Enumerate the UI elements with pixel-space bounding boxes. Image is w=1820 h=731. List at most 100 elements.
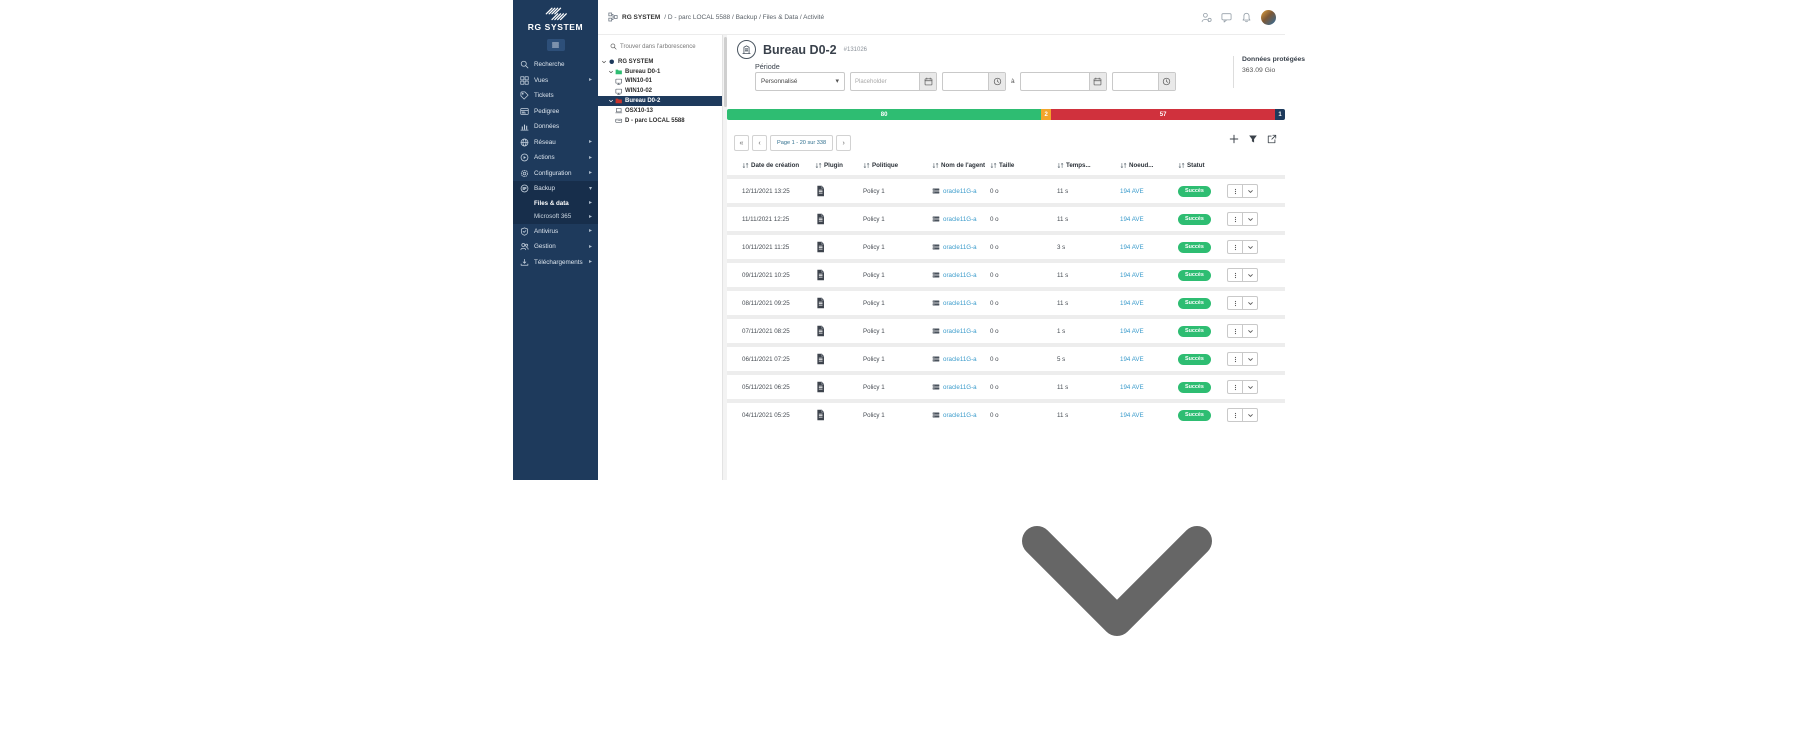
agent-link[interactable]: oracle11G-a bbox=[943, 299, 977, 307]
elapsed-time-cell: 5 s bbox=[1057, 355, 1066, 363]
storage-node-link[interactable]: 194 AVE bbox=[1120, 187, 1144, 195]
row-expand-button[interactable] bbox=[1242, 184, 1258, 198]
sidebar-item-actions[interactable]: Actions ▸ bbox=[513, 150, 598, 166]
period-select[interactable]: Personnalisé ▾ bbox=[755, 72, 845, 91]
column-header-taille[interactable]: Taille bbox=[990, 162, 1057, 169]
scrollbar-thumb[interactable] bbox=[724, 37, 727, 107]
sidebar-item-r-seau[interactable]: Réseau ▸ bbox=[513, 135, 598, 151]
row-expand-button[interactable] bbox=[1242, 408, 1258, 422]
agent-link[interactable]: oracle11G-a bbox=[943, 187, 977, 195]
sidebar-item-vues[interactable]: Vues ▸ bbox=[513, 73, 598, 89]
row-expand-button[interactable] bbox=[1242, 380, 1258, 394]
sidebar-item-tickets[interactable]: Tickets bbox=[513, 88, 598, 104]
storage-node-link[interactable]: 194 AVE bbox=[1120, 383, 1144, 391]
row-menu-button[interactable] bbox=[1227, 324, 1243, 338]
agent-link[interactable]: oracle11G-a bbox=[943, 327, 977, 335]
tree-node-bureau-d0-1[interactable]: Bureau D0-1 bbox=[598, 67, 722, 77]
agent-link[interactable]: oracle11G-a bbox=[943, 271, 977, 279]
agent-link[interactable]: oracle11G-a bbox=[943, 411, 977, 419]
site-reference: #131026 bbox=[843, 46, 867, 53]
column-header-nom-de-l-agent[interactable]: Nom de l'agent bbox=[932, 162, 990, 169]
user-avatar[interactable] bbox=[1261, 9, 1276, 25]
storage-node-link[interactable]: 194 AVE bbox=[1120, 215, 1144, 223]
table-row: 12/11/2021 13:25 Policy 1 oracle11G-a 0 o 11… bbox=[727, 179, 1285, 203]
start-date-calendar-button[interactable] bbox=[919, 73, 936, 90]
row-menu-button[interactable] bbox=[1227, 184, 1243, 198]
storage-node-link[interactable]: 194 AVE bbox=[1120, 299, 1144, 307]
agent-link[interactable]: oracle11G-a bbox=[943, 355, 977, 363]
start-date-input[interactable]: Placeholder bbox=[855, 78, 887, 85]
sidebar-item-t-l-chargements[interactable]: Téléchargements ▸ bbox=[513, 255, 598, 271]
end-time-input[interactable] bbox=[1113, 73, 1158, 90]
tree-node-bureau-d0-2[interactable]: Bureau D0-2 bbox=[598, 96, 722, 106]
add-icon[interactable] bbox=[1229, 134, 1239, 144]
file-plugin-icon bbox=[815, 325, 826, 337]
row-expand-button[interactable] bbox=[1242, 268, 1258, 282]
agent-link[interactable]: oracle11G-a bbox=[943, 243, 977, 251]
size-cell: 0 o bbox=[990, 355, 999, 363]
admin-user-icon[interactable] bbox=[1201, 12, 1212, 23]
row-expand-button[interactable] bbox=[1242, 352, 1258, 366]
sidebar-item-recherche[interactable]: Recherche bbox=[513, 57, 598, 73]
row-expand-button[interactable] bbox=[1242, 240, 1258, 254]
sidebar-item-donn-es[interactable]: Données bbox=[513, 119, 598, 135]
sidebar-collapse-button[interactable] bbox=[546, 39, 565, 51]
end-date-input[interactable] bbox=[1021, 73, 1089, 90]
prev-page-button[interactable]: ‹ bbox=[752, 135, 767, 151]
breadcrumb[interactable]: RG SYSTEM / D - parc LOCAL 5588 / Backup… bbox=[608, 12, 824, 22]
sidebar-item-backup[interactable]: Backup ▾ bbox=[513, 181, 598, 197]
tree-search-input[interactable]: Trouver dans l'arborescence bbox=[610, 43, 718, 50]
storage-node-link[interactable]: 194 AVE bbox=[1120, 411, 1144, 419]
agent-link[interactable]: oracle11G-a bbox=[943, 215, 977, 223]
end-date-calendar-button[interactable] bbox=[1088, 73, 1106, 90]
row-menu-button[interactable] bbox=[1227, 212, 1243, 226]
bell-icon[interactable] bbox=[1241, 12, 1252, 23]
row-menu-button[interactable] bbox=[1227, 268, 1243, 282]
start-time-input[interactable] bbox=[943, 73, 988, 90]
first-page-button[interactable]: « bbox=[734, 135, 749, 151]
row-expand-button[interactable] bbox=[1242, 296, 1258, 310]
row-menu-button[interactable] bbox=[1227, 380, 1243, 394]
row-menu-button[interactable] bbox=[1227, 296, 1243, 310]
tree-node-osx10-13[interactable]: OSX10-13 bbox=[598, 106, 722, 116]
sidebar-item-pedigree[interactable]: Pedigree bbox=[513, 104, 598, 120]
chat-icon[interactable] bbox=[1221, 12, 1232, 23]
sidebar-subitem-microsoft-365[interactable]: Microsoft 365 ▸ bbox=[513, 210, 598, 224]
start-time-clock-button[interactable] bbox=[988, 73, 1005, 90]
column-header-plugin[interactable]: Plugin bbox=[815, 162, 863, 169]
row-expand-button[interactable] bbox=[1242, 324, 1258, 338]
storage-node-link[interactable]: 194 AVE bbox=[1120, 327, 1144, 335]
sidebar-item-configuration[interactable]: Configuration ▸ bbox=[513, 166, 598, 182]
tree-node-win10-01[interactable]: WIN10-01 bbox=[598, 77, 722, 87]
tree-scrollbar[interactable] bbox=[722, 35, 727, 480]
status-badge: Succès bbox=[1178, 325, 1211, 337]
column-header-date-de-cr-ation[interactable]: Date de création bbox=[742, 162, 815, 169]
end-time-clock-button[interactable] bbox=[1157, 73, 1175, 90]
storage-node-cell: 194 AVE bbox=[1120, 328, 1178, 335]
agent-link[interactable]: oracle11G-a bbox=[943, 383, 977, 391]
row-menu-button[interactable] bbox=[1227, 408, 1243, 422]
column-header-politique[interactable]: Politique bbox=[863, 162, 932, 169]
column-header-temps-[interactable]: Temps... bbox=[1057, 162, 1120, 169]
breadcrumb-root[interactable]: RG SYSTEM bbox=[622, 13, 661, 21]
column-header-statut[interactable]: Statut bbox=[1178, 162, 1227, 169]
sidebar-item-antivirus[interactable]: Antivirus ▸ bbox=[513, 224, 598, 240]
storage-node-link[interactable]: 194 AVE bbox=[1120, 271, 1144, 279]
filter-funnel-icon[interactable] bbox=[1248, 134, 1258, 144]
plugin-cell bbox=[815, 213, 863, 225]
scroll-down-chevron-icon[interactable] bbox=[967, 431, 1267, 731]
storage-node-link[interactable]: 194 AVE bbox=[1120, 355, 1144, 363]
export-icon[interactable] bbox=[1267, 134, 1277, 144]
sidebar-item-gestion[interactable]: Gestion ▸ bbox=[513, 239, 598, 255]
tree-node-win10-02[interactable]: WIN10-02 bbox=[598, 86, 722, 96]
tree-node-d-parc-local-5588[interactable]: D - parc LOCAL 5588 bbox=[598, 116, 722, 126]
sidebar-subitem-files-data[interactable]: Files & data ▸ bbox=[513, 197, 598, 211]
row-expand-button[interactable] bbox=[1242, 212, 1258, 226]
tree-node-rg-system[interactable]: RG SYSTEM bbox=[598, 57, 722, 67]
row-menu-button[interactable] bbox=[1227, 240, 1243, 254]
storage-node-link[interactable]: 194 AVE bbox=[1120, 243, 1144, 251]
next-page-button[interactable]: › bbox=[836, 135, 852, 151]
row-menu-button[interactable] bbox=[1227, 352, 1243, 366]
main-content: Bureau D0-2 #131026 Période Personnalisé… bbox=[727, 35, 1305, 636]
column-header-noeud-[interactable]: Noeud... bbox=[1120, 162, 1178, 169]
